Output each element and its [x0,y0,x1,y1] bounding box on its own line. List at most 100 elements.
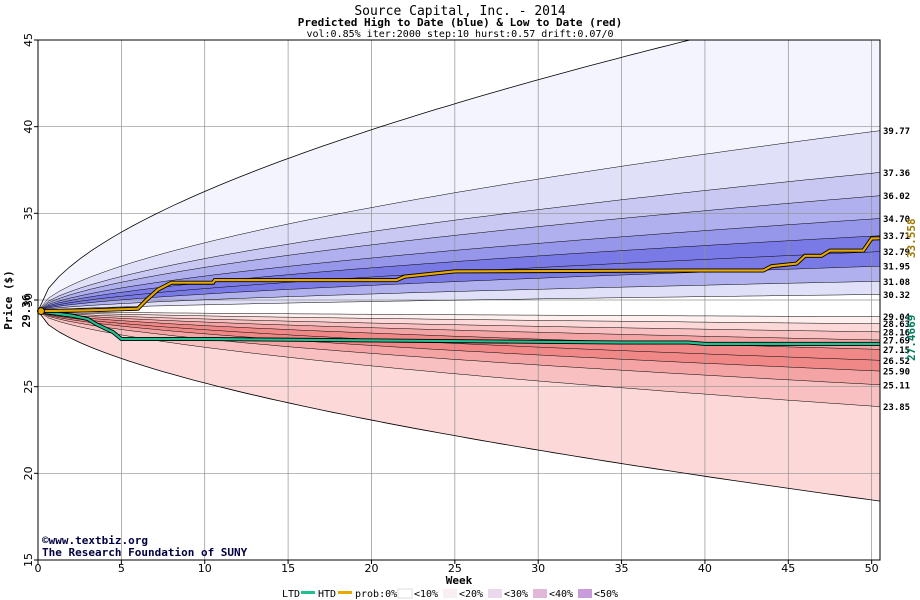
htd-end-label: 33.558 [905,218,918,258]
quantile-end-label: 30.32 [883,291,910,301]
start-price-label: 29.36 [20,294,33,327]
low-quantile-line [38,310,880,386]
high-band [38,218,880,312]
y-tick-label: 25 [22,380,35,394]
axes: 0 5 10 15 20 25 30 35 40 45 50 15 20 25 30 35 40 45 [22,33,879,575]
high-quantile-line [38,294,880,312]
high-quantile-line [38,218,880,312]
x-tick-label: 35 [615,562,629,575]
legend-bin-label-4: <50% [594,589,618,600]
x-tick-label: 5 [118,562,125,575]
low-band [38,311,880,361]
low-quantile-line [38,310,880,341]
high-quantile-line [38,281,880,312]
quantile-end-label: 34.70 [883,215,910,225]
low-band [38,311,880,372]
x-tick-label: 50 [865,562,879,575]
y-tick-label: 45 [22,33,35,47]
low-band [38,311,880,332]
x-tick-label: 25 [448,562,462,575]
legend-htd-swatch [338,591,352,594]
y-tick-label: 20 [22,466,35,480]
quantile-end-label: 31.95 [883,263,910,273]
legend-bin-label-2: <30% [504,589,528,600]
x-tick-label: 0 [35,562,42,575]
low-band [38,311,880,324]
legend-bin-swatch-3 [533,589,547,598]
low-band [38,311,880,385]
start-point [37,307,45,316]
ltd-series-line [37,310,880,345]
low-quantile-line [38,310,880,333]
legend-ltd-swatch [301,591,315,594]
credit-org: The Research Foundation of SUNY [42,546,248,559]
quantile-end-label: 28.16 [883,328,910,338]
credit-url: ©www.textbiz.org [42,534,148,547]
quantile-end-label: 23.85 [883,403,910,413]
quantile-end-label: 25.11 [883,381,910,391]
legend-bin-swatch-2 [488,589,502,598]
high-band [38,195,880,312]
y-tick-label: 35 [22,206,35,220]
quantile-end-label: 27.15 [883,346,910,356]
legend-bin-swatch-4 [578,589,592,598]
series-lines [37,236,881,346]
low-band [38,311,880,340]
legend-bin-label-3: <40% [549,589,573,600]
legend-bin-swatch-0 [397,588,413,599]
y-axis-label: Price ($) [2,270,15,330]
low-quantile-line [38,310,880,407]
x-tick-label: 20 [364,562,378,575]
quantile-end-label: 29.04 [883,313,911,323]
quantile-end-label: 39.77 [883,127,910,137]
quantile-end-label: 33.71 [883,232,910,242]
x-axis-label: Week [446,574,473,587]
high-quantile-line [38,172,880,312]
quantile-end-label: 36.02 [883,192,910,202]
quantile-end-label: 32.79 [883,248,910,258]
x-tick-label: 30 [531,562,545,575]
y-tick-label: 15 [22,553,35,567]
legend-bin-swatch-1 [443,589,457,598]
high-quantile-line [38,195,880,312]
quantile-lines [38,40,880,502]
legend-prob-label: prob:0% [355,589,397,600]
chart-params: vol:0.85% iter:2000 step:10 hurst:0.57 d… [306,29,613,40]
high-quantile-line [38,235,880,312]
high-band [38,130,880,312]
y-tick-label: 40 [22,120,35,134]
low-band [38,311,880,502]
legend-bin-label-0: <10% [414,589,438,600]
high-band [38,172,880,312]
outer-high-line [38,40,692,312]
x-tick-label: 45 [781,562,795,575]
legend: LTD HTD prob:0% <10% <20% <30% <40% <50% [282,588,618,600]
ltd-end-label: 27.4669 [905,315,918,361]
chart-subtitle: Predicted High to Date (blue) & Low to D… [298,16,623,29]
outer-low-line [38,310,880,502]
low-quantile-line [38,310,880,317]
legend-htd-label: HTD [318,589,336,600]
x-tick-label: 15 [281,562,295,575]
high-quantile-line [38,130,880,312]
y-tick-label: 30 [22,293,35,307]
x-tick-label: 40 [698,562,712,575]
low-quantile-line [38,310,880,324]
quantile-end-labels: 39.77 37.36 36.02 34.70 33.71 32.79 31.95 31.08… [883,127,911,413]
high-band [38,235,880,312]
quantile-end-label: 26.52 [883,357,910,367]
quantile-end-label: 37.36 [883,169,910,179]
legend-bin-label-1: <20% [459,589,483,600]
quantile-end-label: 31.08 [883,278,910,288]
high-band [38,40,880,312]
probability-bands [38,40,880,502]
quantile-end-label: 27.69 [883,337,910,347]
low-quantile-line [38,310,880,372]
low-quantile-line [38,310,880,361]
low-band [38,311,880,407]
legend-ltd-label: LTD [282,589,300,600]
x-tick-label: 10 [198,562,212,575]
quantile-end-label: 28.63 [883,320,910,330]
high-band [38,266,880,312]
